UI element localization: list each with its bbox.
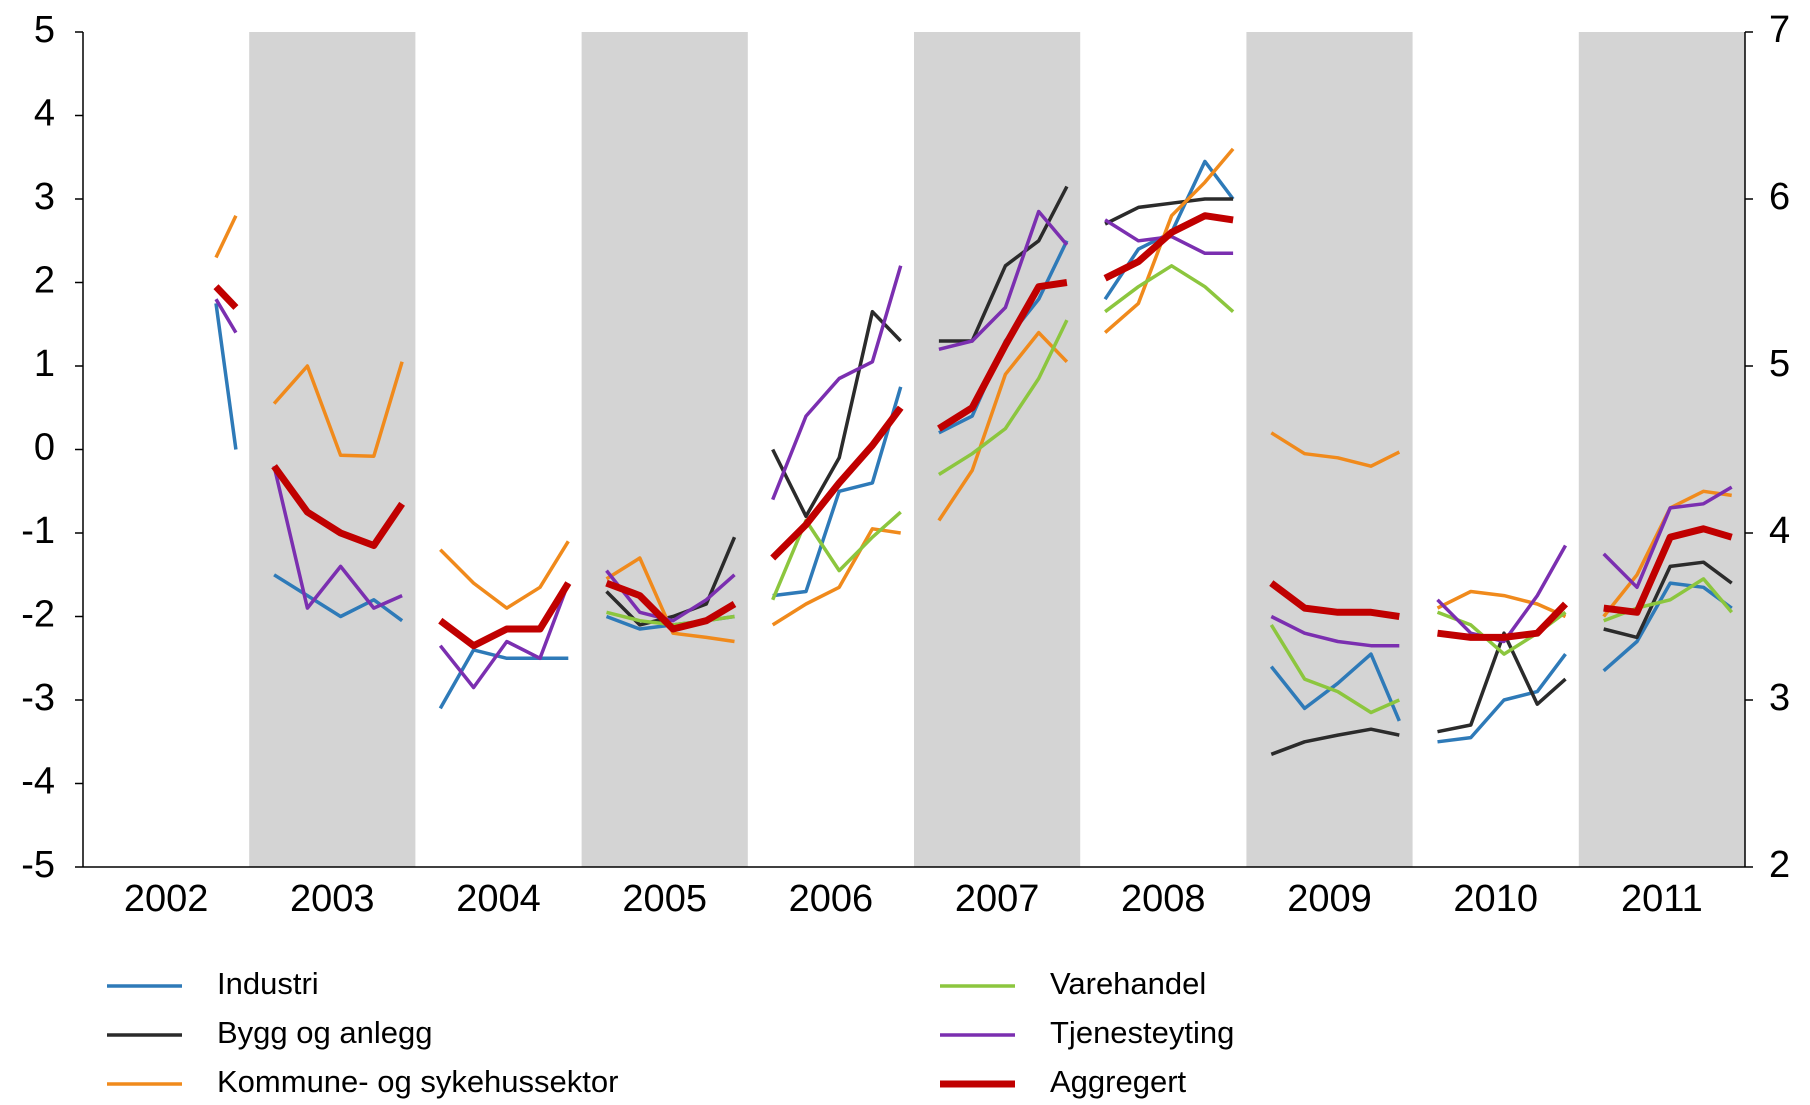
- shaded-year: [581, 32, 748, 867]
- x-tick-label: 2009: [1287, 878, 1372, 920]
- y-tick-label: 0: [34, 427, 55, 469]
- legend-label: Industri: [217, 966, 319, 1001]
- x-tick-label: 2007: [955, 878, 1040, 920]
- y2-tick-label: 2: [1769, 844, 1790, 886]
- x-tick-label: 2004: [456, 878, 541, 920]
- legend-label: Aggregert: [1050, 1064, 1187, 1099]
- shaded-year: [249, 32, 416, 867]
- shaded-year: [1578, 32, 1745, 867]
- y2-tick-label: 5: [1769, 343, 1790, 385]
- x-tick-label: 2010: [1453, 878, 1538, 920]
- shaded-year: [914, 32, 1081, 867]
- y-tick-label: -4: [21, 761, 55, 803]
- x-tick-label: 2005: [622, 878, 707, 920]
- y2-tick-label: 6: [1769, 176, 1790, 218]
- y2-tick-label: 7: [1769, 9, 1790, 51]
- y-tick-label: 4: [34, 93, 55, 135]
- series-line: [214, 147, 1732, 644]
- y-tick-label: 1: [34, 343, 55, 385]
- x-tick-label: 2011: [1621, 878, 1703, 920]
- y-tick-label: -5: [21, 844, 55, 886]
- x-tick-label: 2002: [124, 878, 209, 920]
- legend-label: Tjenesteyting: [1050, 1015, 1234, 1050]
- x-tick-label: 2008: [1121, 878, 1206, 920]
- series-line: [605, 185, 1733, 756]
- legend-label: Varehandel: [1050, 966, 1206, 1001]
- y2-tick-label: 3: [1769, 677, 1790, 719]
- legend-label: Bygg og anlegg: [217, 1015, 432, 1050]
- x-tick-label: 2003: [290, 878, 375, 920]
- y2-tick-label: 4: [1769, 510, 1790, 552]
- y-tick-label: -3: [21, 677, 55, 719]
- x-tick-label: 2006: [789, 878, 874, 920]
- y-tick-label: -2: [21, 594, 55, 636]
- legend-label: Kommune- og sykehussektor: [217, 1064, 618, 1099]
- y-tick-label: 5: [34, 9, 55, 51]
- y-tick-label: 3: [34, 176, 55, 218]
- shaded-year: [1246, 32, 1413, 867]
- y-tick-label: -1: [21, 510, 55, 552]
- y-tick-label: 2: [34, 260, 55, 302]
- series-line: [213, 212, 1733, 650]
